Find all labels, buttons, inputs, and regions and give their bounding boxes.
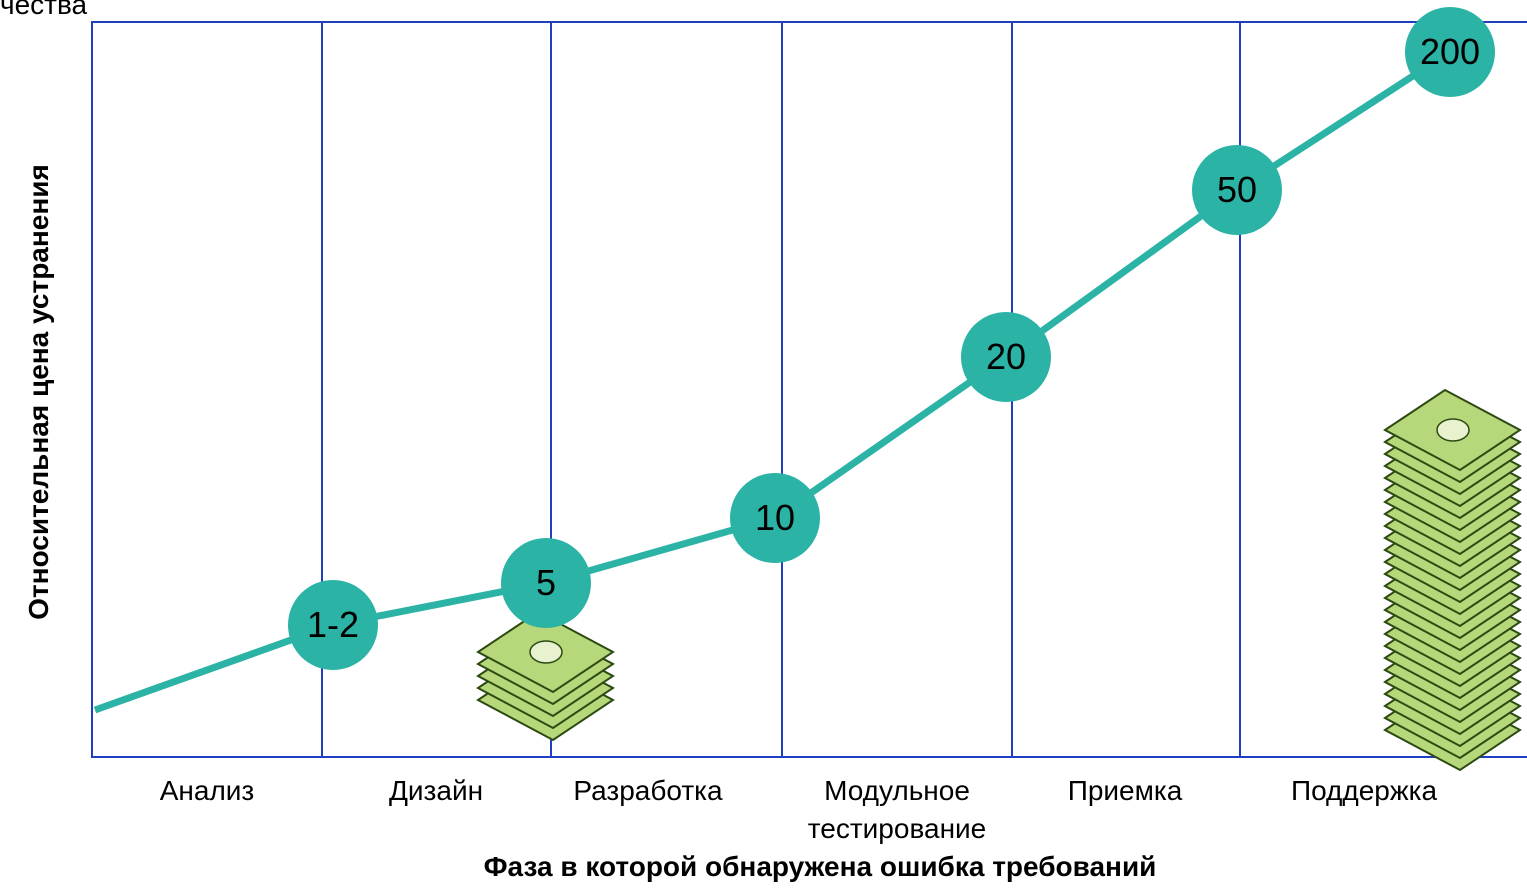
bill-seal xyxy=(530,641,562,663)
diagram: чества Относительная цена устранения Фаз… xyxy=(0,0,1527,894)
money-decor xyxy=(478,390,1520,770)
bill-seal xyxy=(1437,419,1469,441)
nodes: 1-2 5 10 20 50 200 xyxy=(288,7,1495,670)
phases: Анализ Дизайн Разработка Модульное тестирова… xyxy=(160,775,1438,844)
node-label: 1-2 xyxy=(307,604,359,645)
page: {"header": {"title_fragment": "чества"},… xyxy=(0,0,1527,894)
node-label: 5 xyxy=(536,562,556,603)
node-label: 20 xyxy=(986,336,1026,377)
phase-label: Поддержка xyxy=(1291,775,1437,806)
y-axis-title: Относительная цена устранения xyxy=(23,164,54,620)
phase-label: Модульное xyxy=(824,775,970,806)
dividers xyxy=(322,22,1240,757)
title-fragment: чества xyxy=(0,0,88,20)
phase-label: Разработка xyxy=(573,775,723,806)
phase-label: Дизайн xyxy=(389,775,483,806)
node-label: 50 xyxy=(1217,169,1257,210)
x-axis-title: Фаза в которой обнаружена ошибка требова… xyxy=(484,851,1157,882)
phase-label: Анализ xyxy=(160,775,255,806)
phase-label: тестирование xyxy=(808,813,987,844)
phase-label: Приемка xyxy=(1068,775,1183,806)
node-label: 200 xyxy=(1420,31,1480,72)
node-label: 10 xyxy=(755,497,795,538)
